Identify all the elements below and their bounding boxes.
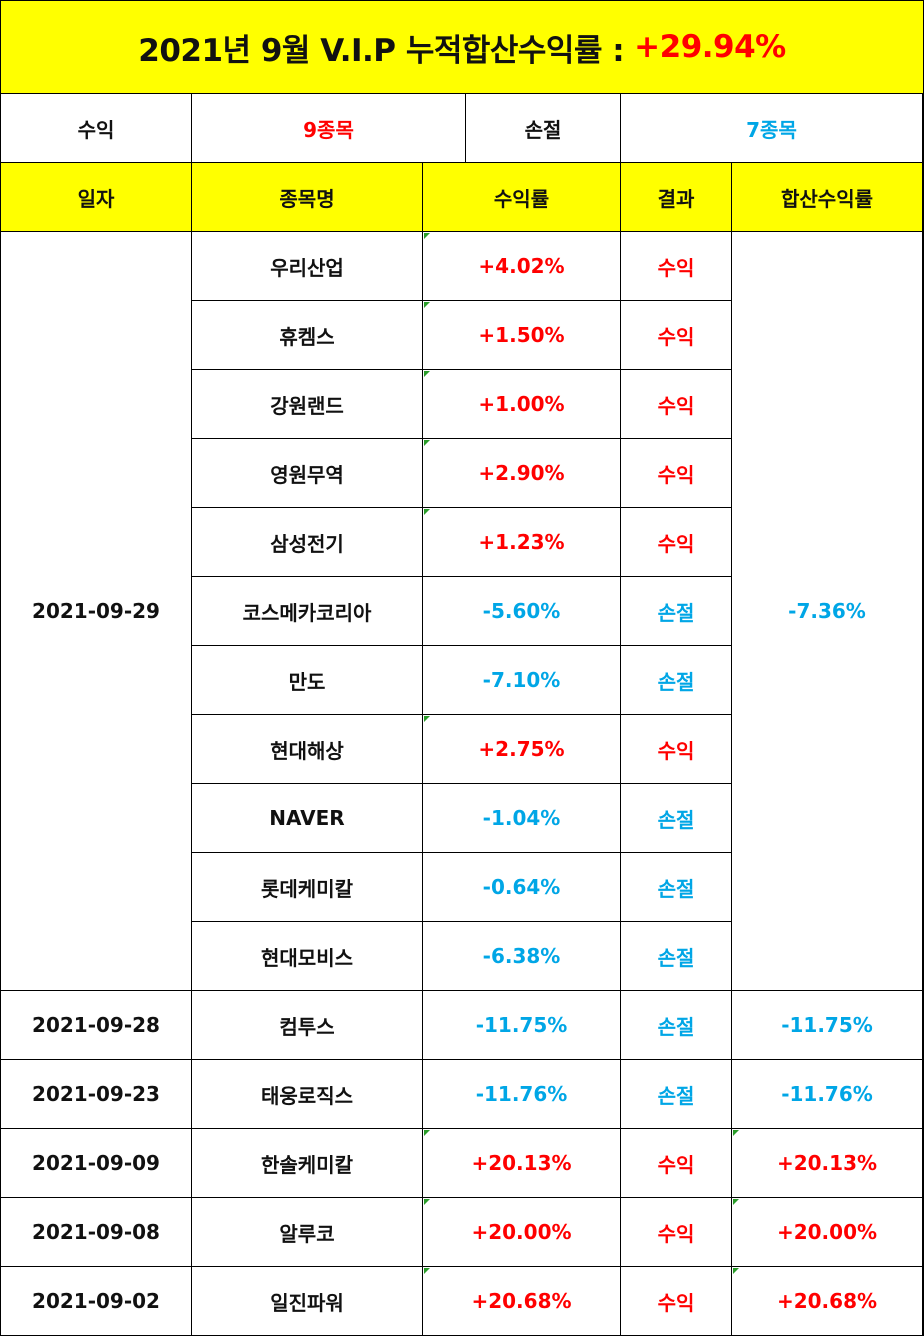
stock-name-cell: 태웅로직스	[192, 1060, 423, 1129]
stock-name-cell: 강원랜드	[192, 370, 423, 439]
stock-name-cell: 현대모비스	[192, 922, 423, 991]
date-cell: 2021-09-02	[1, 1267, 192, 1336]
summary-profit-value: 9종목	[192, 94, 466, 163]
result-cell: 수익	[621, 1129, 732, 1198]
header-result: 결과	[621, 163, 732, 232]
result-cell: 수익	[621, 439, 732, 508]
result-cell: 손절	[621, 922, 732, 991]
total-return-cell: +20.68%	[732, 1267, 923, 1336]
stock-name-cell: NAVER	[192, 784, 423, 853]
result-cell: 수익	[621, 370, 732, 439]
stock-name-cell: 알루코	[192, 1198, 423, 1267]
header-return-rate: 수익률	[423, 163, 621, 232]
return-rate-cell: +2.90%	[423, 439, 621, 508]
return-rate-cell: +1.50%	[423, 301, 621, 370]
stock-name-cell: 영원무역	[192, 439, 423, 508]
result-cell: 수익	[621, 232, 732, 301]
return-rate-cell: -11.76%	[423, 1060, 621, 1129]
stock-name-cell: 일진파워	[192, 1267, 423, 1336]
result-cell: 손절	[621, 784, 732, 853]
result-cell: 수익	[621, 1267, 732, 1336]
result-cell: 손절	[621, 1060, 732, 1129]
total-return-cell: -11.75%	[732, 991, 923, 1060]
result-cell: 손절	[621, 991, 732, 1060]
result-cell: 수익	[621, 508, 732, 577]
stock-name-cell: 현대해상	[192, 715, 423, 784]
result-cell: 수익	[621, 715, 732, 784]
cumulative-rate: +29.94%	[634, 29, 786, 65]
summary-loss-value: 7종목	[621, 94, 923, 163]
stock-name-cell: 휴켐스	[192, 301, 423, 370]
return-rate-cell: -11.75%	[423, 991, 621, 1060]
header-total-return: 합산수익률	[732, 163, 923, 232]
stock-name-cell: 컴투스	[192, 991, 423, 1060]
return-rate-cell: +1.23%	[423, 508, 621, 577]
total-return-cell: -7.36%	[732, 232, 923, 991]
result-cell: 수익	[621, 1198, 732, 1267]
stock-name-cell: 코스메카코리아	[192, 577, 423, 646]
stock-name-cell: 만도	[192, 646, 423, 715]
date-cell: 2021-09-28	[1, 991, 192, 1060]
date-cell: 2021-09-23	[1, 1060, 192, 1129]
title-text: 2021년 9월 V.I.P 누적합산수익률 :	[138, 32, 625, 69]
result-cell: 수익	[621, 301, 732, 370]
return-rate-cell: -5.60%	[423, 577, 621, 646]
return-rate-cell: +20.68%	[423, 1267, 621, 1336]
stock-name-cell: 롯데케미칼	[192, 853, 423, 922]
total-return-cell: +20.00%	[732, 1198, 923, 1267]
stock-name-cell: 우리산업	[192, 232, 423, 301]
result-cell: 손절	[621, 577, 732, 646]
stock-name-cell: 한솔케미칼	[192, 1129, 423, 1198]
result-cell: 손절	[621, 646, 732, 715]
header-date: 일자	[1, 163, 192, 232]
summary-profit-label: 수익	[1, 94, 192, 163]
stock-name-cell: 삼성전기	[192, 508, 423, 577]
date-cell: 2021-09-29	[1, 232, 192, 991]
header-stock-name: 종목명	[192, 163, 423, 232]
return-rate-cell: +20.00%	[423, 1198, 621, 1267]
total-return-cell: +20.13%	[732, 1129, 923, 1198]
return-rate-cell: +4.02%	[423, 232, 621, 301]
return-rate-cell: -1.04%	[423, 784, 621, 853]
date-cell: 2021-09-08	[1, 1198, 192, 1267]
total-return-cell: -11.76%	[732, 1060, 923, 1129]
return-rate-cell: -7.10%	[423, 646, 621, 715]
summary-loss-label: 손절	[466, 94, 621, 163]
return-rate-cell: +20.13%	[423, 1129, 621, 1198]
page-title: 2021년 9월 V.I.P 누적합산수익률 : +29.94%	[1, 1, 923, 94]
result-cell: 손절	[621, 853, 732, 922]
return-rate-cell: +2.75%	[423, 715, 621, 784]
return-rate-cell: -6.38%	[423, 922, 621, 991]
return-rate-cell: -0.64%	[423, 853, 621, 922]
date-cell: 2021-09-09	[1, 1129, 192, 1198]
return-rate-cell: +1.00%	[423, 370, 621, 439]
